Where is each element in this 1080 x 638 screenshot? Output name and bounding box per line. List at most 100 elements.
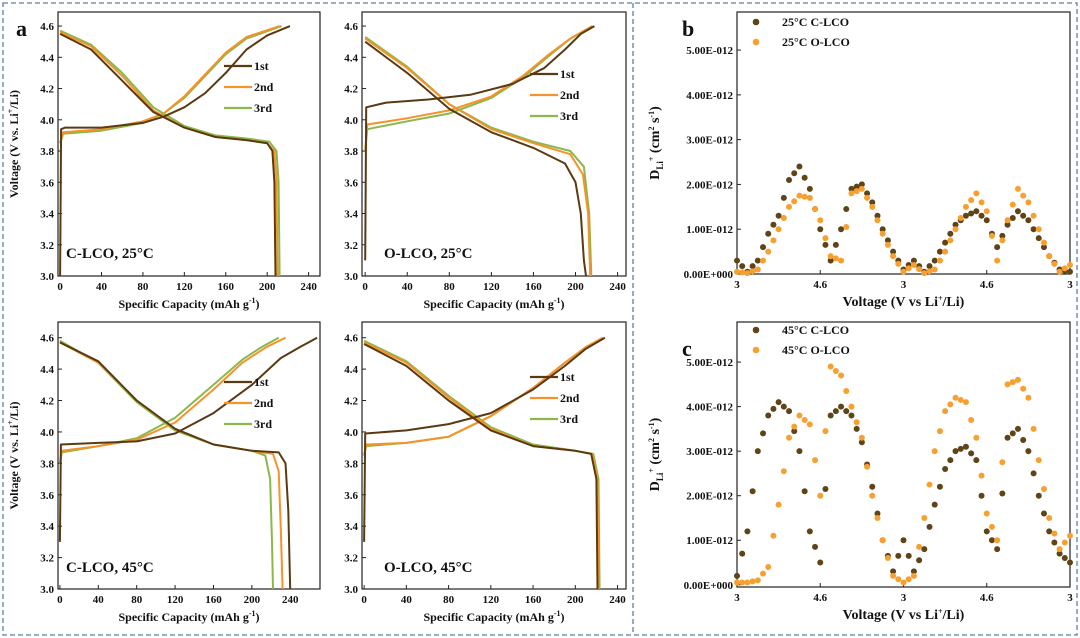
- data-point: [775, 226, 782, 233]
- y-axis-label-sub: Li: [655, 472, 665, 481]
- data-point: [968, 210, 975, 217]
- panel-label-a: a: [16, 16, 27, 41]
- data-point: [786, 434, 793, 441]
- y-tick-label: 5.00E-012: [686, 357, 733, 369]
- data-point: [916, 557, 923, 564]
- data-point: [999, 459, 1006, 466]
- x-tick-label: 240: [609, 281, 626, 293]
- data-point: [1020, 437, 1027, 444]
- x-tick-label: 3: [1067, 279, 1073, 291]
- y-axis-label-end: ): [648, 106, 663, 111]
- y-axis-label-end: s: [648, 117, 663, 127]
- data-point: [1025, 448, 1032, 455]
- x-tick-label: 200: [244, 594, 261, 606]
- series-line-3rd-discharge: [364, 36, 593, 276]
- data-point: [895, 552, 902, 559]
- series-line-1st-charge: [58, 336, 318, 542]
- series-line-2nd-discharge: [59, 341, 284, 589]
- data-point: [838, 226, 845, 233]
- x-axis-label-text: Specific Capacity (mAh g: [119, 297, 249, 311]
- data-point: [817, 492, 824, 499]
- legend-label: 1st: [560, 67, 575, 81]
- y-axis-label-end: /Li): [7, 402, 21, 422]
- x-axis-label-sup: -1: [554, 609, 561, 618]
- data-point: [1035, 235, 1042, 242]
- data-point: [895, 260, 902, 267]
- data-point: [905, 552, 912, 559]
- data-point: [1020, 192, 1027, 199]
- data-point: [1009, 201, 1016, 208]
- data-point: [760, 570, 767, 577]
- data-point: [1025, 394, 1032, 401]
- data-point: [770, 532, 777, 539]
- data-point: [1067, 559, 1073, 566]
- chart-c3: 0 40 80 120 160 200 240 3.0 3.2 3.4 3.6 3.8 4.0 4.2 4.…: [6, 321, 321, 624]
- y-tick-label: 3.8: [344, 458, 358, 470]
- x-tick-label: 4.6: [980, 592, 994, 604]
- data-point: [890, 253, 897, 260]
- data-point: [744, 528, 751, 535]
- x-tick-label: 120: [176, 281, 193, 293]
- data-point: [890, 568, 897, 575]
- data-point: [1020, 212, 1027, 219]
- data-point: [843, 206, 850, 213]
- x-tick-label: 120: [483, 594, 500, 606]
- x-tick-label: 160: [218, 281, 235, 293]
- data-point: [895, 576, 902, 583]
- data-point: [1035, 457, 1042, 464]
- data-point: [916, 266, 923, 273]
- data-point: [749, 578, 756, 585]
- data-point: [994, 244, 1001, 251]
- y-axis-label-text: D: [648, 170, 663, 180]
- data-point: [827, 412, 834, 419]
- x-tick-label: 240: [300, 281, 317, 293]
- x-tick-label: 200: [567, 594, 584, 606]
- data-point: [1046, 253, 1053, 260]
- x-axis-label-sup: -1: [554, 296, 561, 305]
- x-axis-label-sup: -1: [249, 296, 256, 305]
- data-point: [765, 248, 772, 255]
- data-point: [1067, 262, 1073, 269]
- data-point: [858, 439, 865, 446]
- x-tick-label: 0: [362, 281, 368, 293]
- data-point: [838, 372, 845, 379]
- y-tick-label: 4.0: [344, 115, 358, 127]
- series-line-1st-charge: [364, 25, 595, 261]
- data-point: [1040, 239, 1047, 246]
- data-point: [1046, 514, 1053, 521]
- y-tick-label: 3.2: [344, 240, 358, 252]
- data-point: [822, 235, 829, 242]
- chart-annotation: O-LCO, 45°C: [384, 560, 473, 576]
- x-tick-label: 3: [901, 279, 907, 291]
- data-point: [1020, 385, 1027, 392]
- x-axis-label-end: ): [256, 297, 260, 311]
- x-tick-label: 40: [96, 281, 108, 293]
- chart-c4: 0 40 80 120 160 200 240 3.0 3.2 3.4 3.6 3.8 4.0 4.2 4.…: [344, 321, 627, 624]
- data-point: [988, 537, 995, 544]
- data-point: [962, 203, 969, 210]
- data-point: [838, 257, 845, 264]
- data-point: [1030, 425, 1037, 432]
- data-point: [869, 483, 876, 490]
- y-tick-label: 3.4: [344, 521, 358, 533]
- x-tick-label: 0: [361, 594, 367, 606]
- series-line-3rd-discharge: [59, 29, 281, 276]
- data-point: [853, 188, 860, 195]
- x-tick-label: 40: [93, 594, 105, 606]
- panel-label-b: b: [682, 16, 694, 41]
- y-axis-label-text: Voltage (V vs. Li: [7, 424, 21, 509]
- y-axis-label-sup: +: [647, 156, 656, 161]
- data-point: [848, 190, 855, 197]
- y-tick-label: 3.2: [40, 240, 54, 252]
- data-point: [796, 448, 803, 455]
- data-point: [848, 412, 855, 419]
- data-point: [916, 543, 923, 550]
- y-axis-label-text: D: [648, 481, 663, 491]
- data-point: [765, 412, 772, 419]
- y-tick-label: 3.0: [344, 271, 358, 283]
- data-point: [942, 465, 949, 472]
- data-point: [978, 199, 985, 206]
- y-axis-label-sup: -1: [647, 111, 656, 118]
- x-tick-label: 3: [1067, 592, 1073, 604]
- data-point: [796, 412, 803, 419]
